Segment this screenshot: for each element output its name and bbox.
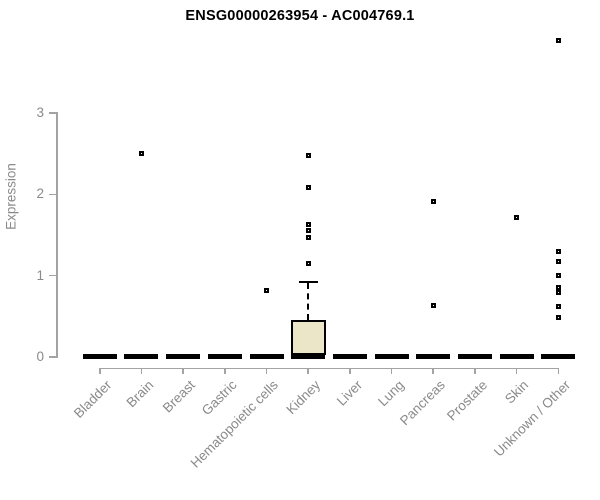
y-axis-tick <box>49 274 56 277</box>
outlier-point <box>555 304 561 310</box>
x-axis-tick <box>474 367 476 374</box>
x-axis-category-label: Unknown / Other <box>490 377 574 460</box>
outlier-point <box>305 260 311 266</box>
whisker-cap <box>298 281 318 284</box>
x-axis-tick <box>515 367 518 374</box>
outlier-point <box>138 151 144 157</box>
x-axis-tick <box>140 367 143 374</box>
x-axis-category-label: Brain <box>123 377 157 411</box>
outlier-point <box>555 290 561 296</box>
x-axis-tick <box>224 367 226 374</box>
x-axis-category-label: Breast <box>159 377 199 416</box>
outlier-point <box>430 199 436 205</box>
y-axis-tick-label: 1 <box>36 267 44 283</box>
outlier-point <box>305 234 311 240</box>
y-axis-tick <box>49 356 56 358</box>
whisker-stem <box>307 283 310 321</box>
x-axis-tick <box>349 367 351 374</box>
x-axis-category-label: Prostate <box>443 377 490 424</box>
x-axis-category-label: Skin <box>502 377 532 407</box>
y-axis-tick-label: 2 <box>36 186 44 202</box>
y-axis-tick <box>49 193 56 196</box>
outlier-point <box>514 215 520 221</box>
x-axis-category-label: Liver <box>333 377 365 409</box>
outlier-point <box>264 287 270 293</box>
outlier-point <box>555 248 561 254</box>
x-axis-tick <box>265 367 268 374</box>
chart-title: ENSG00000263954 - AC004769.1 <box>185 8 415 24</box>
outlier-point <box>555 38 561 44</box>
median-bar <box>416 353 451 359</box>
outlier-point <box>305 227 311 233</box>
x-axis-category-label: Lung <box>374 377 407 410</box>
median-bar <box>374 353 409 359</box>
x-axis-tick <box>182 367 184 374</box>
median-bar <box>332 353 367 359</box>
box <box>290 320 326 356</box>
x-axis-tick <box>390 367 393 374</box>
outlier-point <box>555 285 561 291</box>
median-bar <box>457 353 492 359</box>
outlier-point <box>555 314 561 320</box>
median-bar <box>207 353 242 359</box>
median-bar <box>124 353 159 359</box>
y-axis-tick <box>49 112 56 114</box>
x-axis-line <box>99 367 560 369</box>
x-axis-tick <box>307 367 309 374</box>
outlier-point <box>555 259 561 265</box>
y-axis-line <box>56 112 58 358</box>
x-axis-category-label: Kidney <box>283 377 324 418</box>
y-axis-tick-label: 3 <box>36 105 44 120</box>
median-bar <box>499 353 534 359</box>
x-axis-tick <box>557 367 560 374</box>
outlier-point <box>305 221 311 227</box>
outlier-point <box>555 273 561 279</box>
outlier-point <box>305 152 311 158</box>
outlier-point <box>305 185 311 191</box>
median-bar <box>541 353 576 359</box>
outlier-point <box>430 303 436 309</box>
x-axis-tick <box>99 367 101 374</box>
y-axis-tick-label: 0 <box>36 349 44 364</box>
median-bar <box>249 353 284 359</box>
median-bar <box>82 353 117 359</box>
median-bar <box>166 353 201 359</box>
x-axis-category-label: Bladder <box>71 377 115 421</box>
median-bar <box>291 353 326 359</box>
x-axis-tick <box>432 367 434 374</box>
